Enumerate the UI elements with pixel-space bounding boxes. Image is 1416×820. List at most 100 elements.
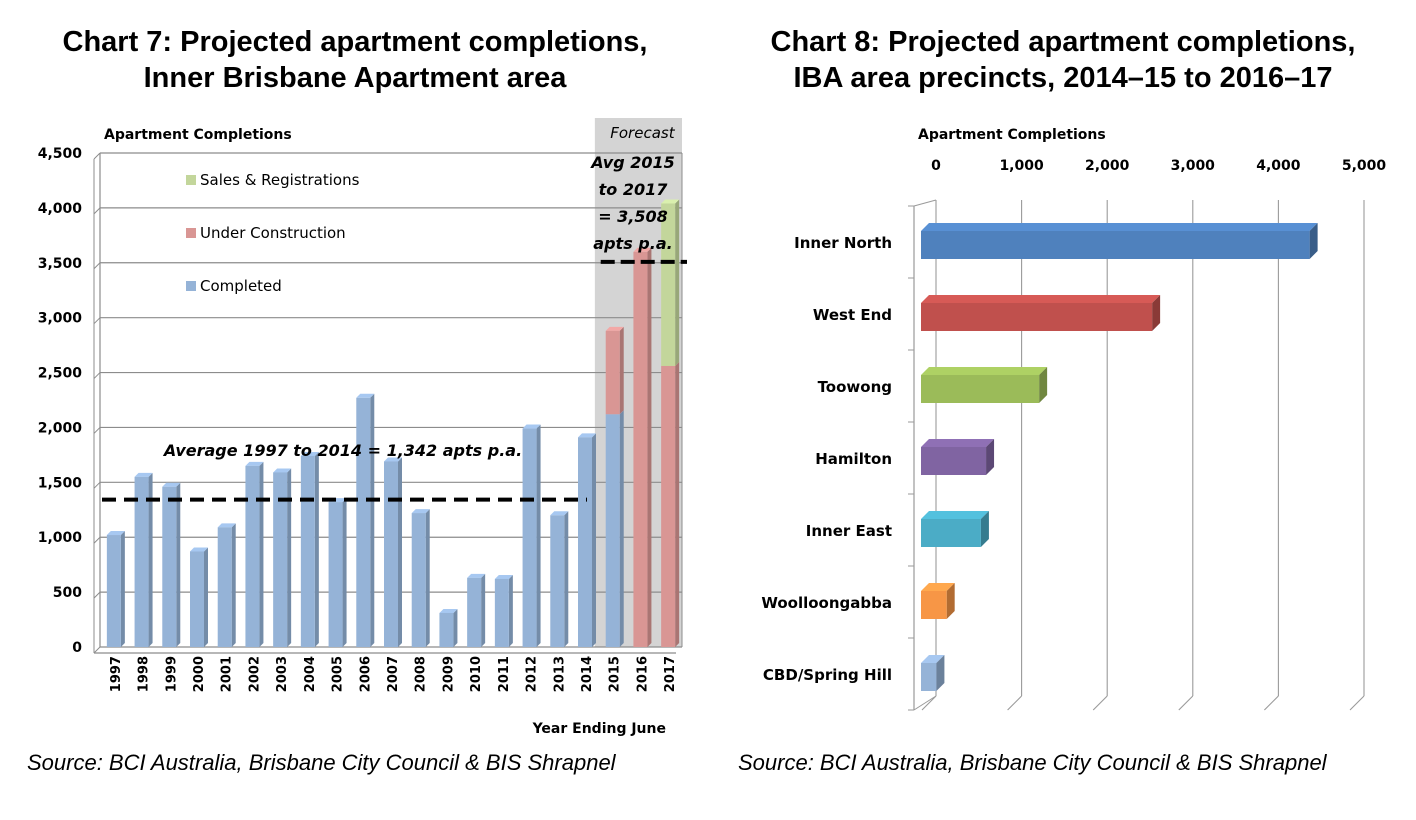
bar-1999-completed [162, 486, 177, 647]
bar-2014-completed [578, 437, 592, 647]
bar-top [273, 468, 292, 473]
x-tick-label: 2011 [497, 656, 512, 692]
bar-side [481, 573, 486, 647]
bar-2017-sales-registrations [661, 203, 676, 366]
bar-2007-completed [384, 461, 398, 647]
y-tick-label: 3,000 [38, 311, 83, 327]
y-tick-label: 500 [53, 585, 82, 601]
bar-top [411, 509, 430, 514]
bar-top [921, 583, 955, 591]
bar-2002-completed [245, 465, 260, 647]
y-gridline-depth [93, 591, 101, 599]
x-gridline-depth [1092, 695, 1108, 711]
bar-side [675, 361, 680, 647]
legend-swatch [186, 228, 196, 238]
bar-side [619, 326, 624, 415]
bar-top [578, 433, 596, 438]
x-tick-label: 2,000 [1085, 158, 1130, 174]
bar-2001-completed [217, 527, 232, 647]
x-tick-label: 2013 [552, 656, 567, 692]
bar-side [936, 655, 945, 691]
chart8-title-line1: Chart 8: Projected apartment completions… [770, 26, 1356, 58]
bar-side [564, 511, 569, 647]
bar-side [647, 247, 652, 648]
forecast-label: Forecast [610, 124, 675, 142]
bar-2011-completed [494, 578, 509, 647]
bar-side [287, 468, 292, 647]
y-gridline-depth [93, 536, 101, 544]
chart8-source: Source: BCI Australia, Brisbane City Cou… [738, 750, 1327, 775]
bar-side [1152, 295, 1161, 331]
x-tick-label: 2015 [608, 656, 623, 692]
chart8-title: Chart 8: Projected apartment completions… [710, 24, 1416, 96]
bar-top [921, 439, 995, 447]
y-tick-label: 4,500 [38, 146, 83, 162]
average-2015-2017-label: apts p.a. [593, 234, 672, 253]
x-gridline-depth [1264, 695, 1279, 711]
y-gridline-depth [93, 317, 101, 325]
bar-2010-completed [467, 577, 482, 647]
legend-swatch [186, 281, 196, 291]
bar-side [398, 457, 402, 647]
x-tick-label: 2007 [386, 656, 401, 692]
chart8-title-line2: IBA area precincts, 2014–15 to 2016–17 [793, 62, 1333, 94]
y-gridline-depth [93, 427, 101, 434]
average-2015-2017-label: to 2017 [599, 180, 669, 199]
bar-side [231, 523, 236, 647]
y-tick-label: Woolloongabba [761, 594, 892, 612]
chart7-title: Chart 7: Projected apartment completions… [0, 24, 710, 96]
x-tick-label: 0 [931, 158, 941, 174]
y-tick-label: 0 [72, 640, 82, 656]
bar-2008-completed [411, 513, 426, 647]
y-tick-label: 1,000 [38, 530, 83, 546]
bar-inner-north [921, 231, 1310, 259]
bar-top [384, 457, 402, 462]
bar-top [300, 451, 319, 456]
x-tick-label: 2002 [247, 656, 262, 692]
bar-side [342, 498, 347, 647]
bar-2012-completed [522, 428, 537, 647]
chart8-panel: Chart 8: Projected apartment completions… [710, 0, 1416, 820]
x-gridline-depth [1178, 695, 1194, 711]
x-axis-title: Year Ending June [532, 721, 666, 737]
average-2015-2017-label: = 3,508 [598, 207, 668, 226]
x-tick-label: 1,000 [999, 158, 1044, 174]
bar-side [536, 424, 541, 647]
bar-toowong [921, 375, 1040, 403]
legend-swatch [186, 175, 196, 185]
bar-top [921, 367, 1048, 375]
average-2015-2017-label: Avg 2015 [589, 153, 675, 172]
bar-top [106, 531, 125, 536]
bar-top [162, 482, 181, 487]
bar-2015-under-construction [605, 330, 620, 415]
bar-side [370, 393, 375, 647]
bar-top [550, 511, 569, 516]
bar-side [619, 410, 624, 647]
chart7-panel: Chart 7: Projected apartment completions… [0, 24, 710, 775]
legend-label: Completed [200, 277, 282, 295]
chart8-plot: Apartment Completions 0 1,000 2,000 3,000 4,0… [761, 127, 1386, 711]
bar-top [134, 472, 153, 477]
bar-top [921, 511, 989, 519]
x-tick-label: 2017 [663, 656, 678, 692]
bar-1997-completed [106, 535, 121, 647]
chart7-title-line2: Inner Brisbane Apartment area [143, 62, 567, 94]
bar-top [633, 247, 652, 252]
y-gridline-depth [93, 152, 101, 160]
x-tick-label: 2003 [275, 656, 290, 692]
x-axis-title: Apartment Completions [918, 127, 1106, 143]
bar-top [356, 393, 375, 398]
bar-side [946, 583, 955, 619]
y-tick-label: 3,500 [38, 256, 83, 272]
y-axis-title: Apartment Completions [104, 127, 292, 143]
x-tick-label: 2008 [414, 656, 429, 692]
x-tick-label: 2000 [192, 656, 207, 692]
bar-side [980, 511, 989, 547]
y-tick-label: Toowong [818, 378, 892, 396]
y-tick-label: Inner East [806, 522, 892, 540]
x-tick-label: 1998 [137, 656, 152, 692]
bar-2004-completed [300, 455, 315, 647]
y-tick-label: 2,500 [38, 366, 83, 382]
y-tick-label: Inner North [794, 234, 892, 252]
x-tick-label: 2014 [580, 656, 595, 692]
